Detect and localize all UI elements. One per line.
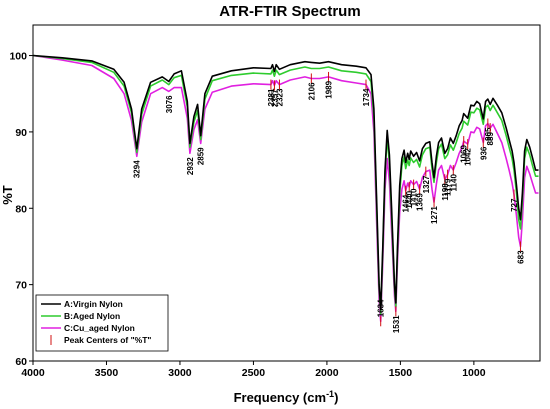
peak-label: 1198 xyxy=(441,183,450,201)
series-line-c-cu-aged-nylon xyxy=(32,54,539,323)
peak-label: 1634 xyxy=(377,299,386,317)
peak-label: 1140 xyxy=(449,174,458,192)
x-axis-label-sup: -1 xyxy=(326,389,334,399)
series-line-b-aged-nylon xyxy=(32,54,539,315)
y-axis-label: %T xyxy=(0,185,15,205)
y-tick-label: 100 xyxy=(9,51,27,63)
x-tick-label: 1000 xyxy=(462,367,486,379)
peak-label: 2932 xyxy=(186,157,195,175)
peak-label: 2357 xyxy=(270,89,279,107)
x-axis-label-main: Frequency (cm xyxy=(234,390,326,405)
legend: A:Virgin Nylon B:Aged Nylon C:Cu_aged Nylo… xyxy=(35,294,169,352)
axis-ticks: 4000 3500 3000 2500 2000 1500 1000 60 70 80 90 100 xyxy=(9,51,485,379)
peak-label: 1369 xyxy=(416,193,425,211)
peak-label: 1069 xyxy=(460,145,469,163)
spectrum-lines xyxy=(32,54,539,323)
peak-label: 3076 xyxy=(165,95,174,113)
peak-label: 2323 xyxy=(275,88,284,106)
peak-label: 1464 xyxy=(402,194,411,212)
x-tick-label: 3000 xyxy=(168,367,192,379)
series-line-a-virgin-nylon xyxy=(32,54,539,310)
legend-label-c-cu-aged-nylon: C:Cu_aged Nylon xyxy=(64,323,135,333)
peak-label: 2859 xyxy=(197,147,206,165)
legend-label-peak-centers: Peak Centers of "%T" xyxy=(64,335,151,345)
peak-label: 1327 xyxy=(422,175,431,193)
peak-label: 889 xyxy=(486,132,495,146)
peak-label: 1989 xyxy=(325,80,334,98)
peak-label: 1179 xyxy=(444,178,453,196)
x-axis-label-end: ) xyxy=(334,390,338,405)
y-tick-label: 80 xyxy=(15,203,27,215)
peak-label: 1042 xyxy=(464,148,473,166)
peak-label: 2381 xyxy=(267,88,276,106)
peak-label: 1271 xyxy=(430,206,439,224)
plot-frame xyxy=(32,24,541,362)
legend-label-b-aged-nylon: B:Aged Nylon xyxy=(64,311,120,321)
peak-label: 1734 xyxy=(362,88,371,106)
x-tick-label: 4000 xyxy=(21,367,45,379)
peak-label: 683 xyxy=(516,250,525,264)
x-tick-label: 2000 xyxy=(315,367,339,379)
peak-label: 3294 xyxy=(133,160,142,178)
y-tick-label: 70 xyxy=(15,280,27,292)
y-tick-label: 90 xyxy=(15,127,27,139)
x-axis-label: Frequency (cm-1) xyxy=(234,389,339,405)
chart-title: ATR-FTIR Spectrum xyxy=(219,3,360,20)
peak-label: 1531 xyxy=(392,315,401,333)
x-tick-label: 3500 xyxy=(95,367,119,379)
x-tick-label: 2500 xyxy=(242,367,266,379)
peak-label: 936 xyxy=(479,146,488,160)
peak-label: 2106 xyxy=(307,82,316,100)
legend-label-a-virgin-nylon: A:Virgin Nylon xyxy=(64,299,123,309)
peak-label: 1440 xyxy=(405,190,414,208)
peak-label: 727 xyxy=(510,198,519,212)
peak-label: 905 xyxy=(484,127,493,141)
peak-label: 1410 xyxy=(410,188,419,206)
x-tick-label: 1500 xyxy=(389,367,413,379)
y-tick-label: 60 xyxy=(15,356,27,368)
